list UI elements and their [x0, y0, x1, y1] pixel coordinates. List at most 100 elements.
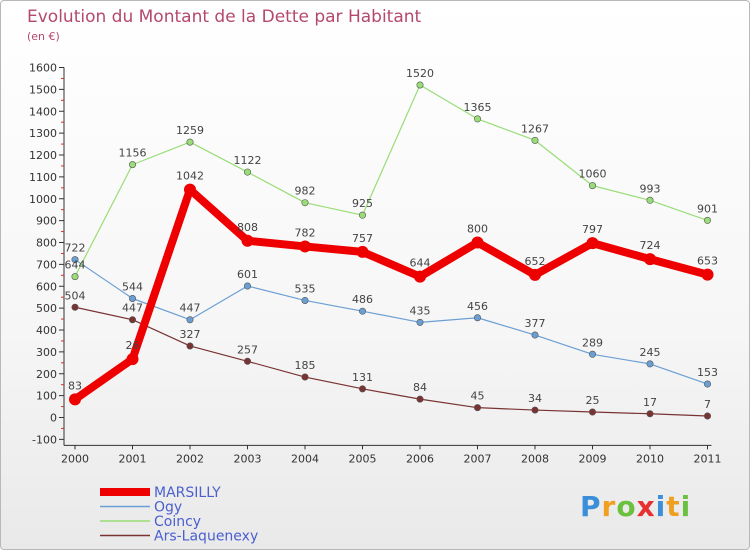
data-label: 327: [180, 328, 201, 341]
data-label: 245: [640, 346, 661, 359]
data-label: 722: [65, 242, 86, 255]
data-point: [186, 342, 194, 350]
series-line-coincy: [74, 84, 709, 278]
data-point: [129, 294, 137, 302]
data-label: 1259: [176, 124, 204, 137]
data-label: 653: [697, 255, 718, 268]
series-layer: [69, 81, 714, 420]
y-tick-label: 200: [36, 368, 57, 381]
data-label: 982: [295, 185, 316, 198]
logo-letter: x: [636, 490, 656, 523]
x-tick-label: 2006: [406, 452, 434, 465]
x-tick-label: 2010: [636, 452, 664, 465]
data-label: 153: [697, 366, 718, 379]
data-point: [299, 240, 311, 253]
data-label: 26: [126, 339, 140, 352]
x-tick-label: 2008: [521, 452, 549, 465]
data-point: [69, 393, 81, 406]
y-tick-label: 1600: [29, 62, 57, 75]
x-tick-label: 2009: [579, 452, 607, 465]
proxiti-logo: Proxiti: [580, 490, 691, 523]
x-tick-label: 2003: [234, 452, 262, 465]
data-point: [588, 182, 596, 190]
data-point: [473, 314, 481, 322]
y-tick-label: 1100: [29, 171, 57, 184]
data-point: [71, 273, 79, 281]
y-tick-label: 1300: [29, 127, 57, 140]
series-line-ogy: [74, 258, 709, 385]
data-point: [473, 115, 481, 123]
data-point: [244, 168, 252, 176]
data-label: 1267: [521, 122, 549, 135]
data-label: 925: [352, 197, 373, 210]
logo-letter: r: [601, 490, 617, 523]
y-tick-label: 500: [36, 302, 57, 315]
data-label: 504: [65, 289, 86, 302]
x-tick-label: 2005: [349, 452, 377, 465]
data-label: 901: [697, 202, 718, 215]
logo-letter: i: [655, 490, 667, 523]
data-point: [358, 211, 366, 219]
data-point: [416, 395, 424, 403]
data-label: 1060: [579, 168, 607, 181]
data-point: [588, 408, 596, 416]
data-point: [129, 316, 137, 324]
data-label: 1520: [406, 67, 434, 80]
legend-label-coincy: Coincy: [154, 514, 201, 530]
data-point: [473, 404, 481, 412]
legend-label-marsilly: MARSILLY: [154, 485, 221, 501]
data-point: [301, 373, 309, 381]
data-label: 797: [582, 223, 603, 236]
data-point: [703, 216, 711, 224]
data-point: [358, 385, 366, 393]
data-point: [531, 331, 539, 339]
data-label: 185: [295, 359, 316, 372]
y-tick-label: -100: [32, 433, 57, 446]
data-label: 652: [525, 255, 546, 268]
data-point: [529, 268, 541, 281]
data-label: 1122: [234, 154, 262, 167]
series-line-marsilly: [71, 185, 712, 404]
data-point: [646, 196, 654, 204]
data-label: 757: [352, 232, 373, 245]
data-point: [646, 410, 654, 418]
data-point: [301, 199, 309, 207]
y-tick-label: 1400: [29, 105, 57, 118]
data-point: [416, 318, 424, 326]
axes: -100 0 100 200 300 400 500 600 700 800 900 1000 1100…: [29, 62, 722, 466]
data-label: 1156: [119, 147, 147, 160]
data-point: [126, 353, 139, 366]
data-point: [186, 138, 194, 146]
x-tick-label: 2004: [291, 452, 319, 465]
x-tick-label: 2000: [61, 452, 89, 465]
data-label: 447: [122, 302, 143, 315]
x-tick-label: 2011: [694, 452, 722, 465]
x-tick-label: 2001: [119, 452, 147, 465]
y-tick-label: 1200: [29, 149, 57, 162]
data-point: [416, 81, 424, 89]
y-tick-label: 400: [36, 324, 57, 337]
data-label: 131: [352, 371, 373, 384]
x-tick-label: 2002: [176, 452, 204, 465]
data-point: [531, 136, 539, 144]
data-label: 84: [413, 381, 427, 394]
logo-letter: o: [616, 490, 637, 523]
data-label: 544: [122, 281, 143, 294]
logo-letter: t: [666, 490, 681, 523]
data-label: 808: [237, 221, 258, 234]
data-label: 377: [525, 317, 546, 330]
data-label: 25: [586, 394, 600, 407]
y-tick-label: 100: [36, 390, 57, 403]
y-tick-label: 700: [36, 258, 57, 271]
data-label: 289: [582, 336, 603, 349]
y-tick-label: 600: [36, 280, 57, 293]
data-label: 601: [237, 268, 258, 281]
data-point: [184, 183, 196, 196]
data-label: 800: [467, 223, 488, 236]
data-point: [644, 253, 656, 266]
data-label: 486: [352, 293, 373, 306]
logo-letter: i: [680, 490, 692, 523]
data-point: [244, 357, 252, 365]
